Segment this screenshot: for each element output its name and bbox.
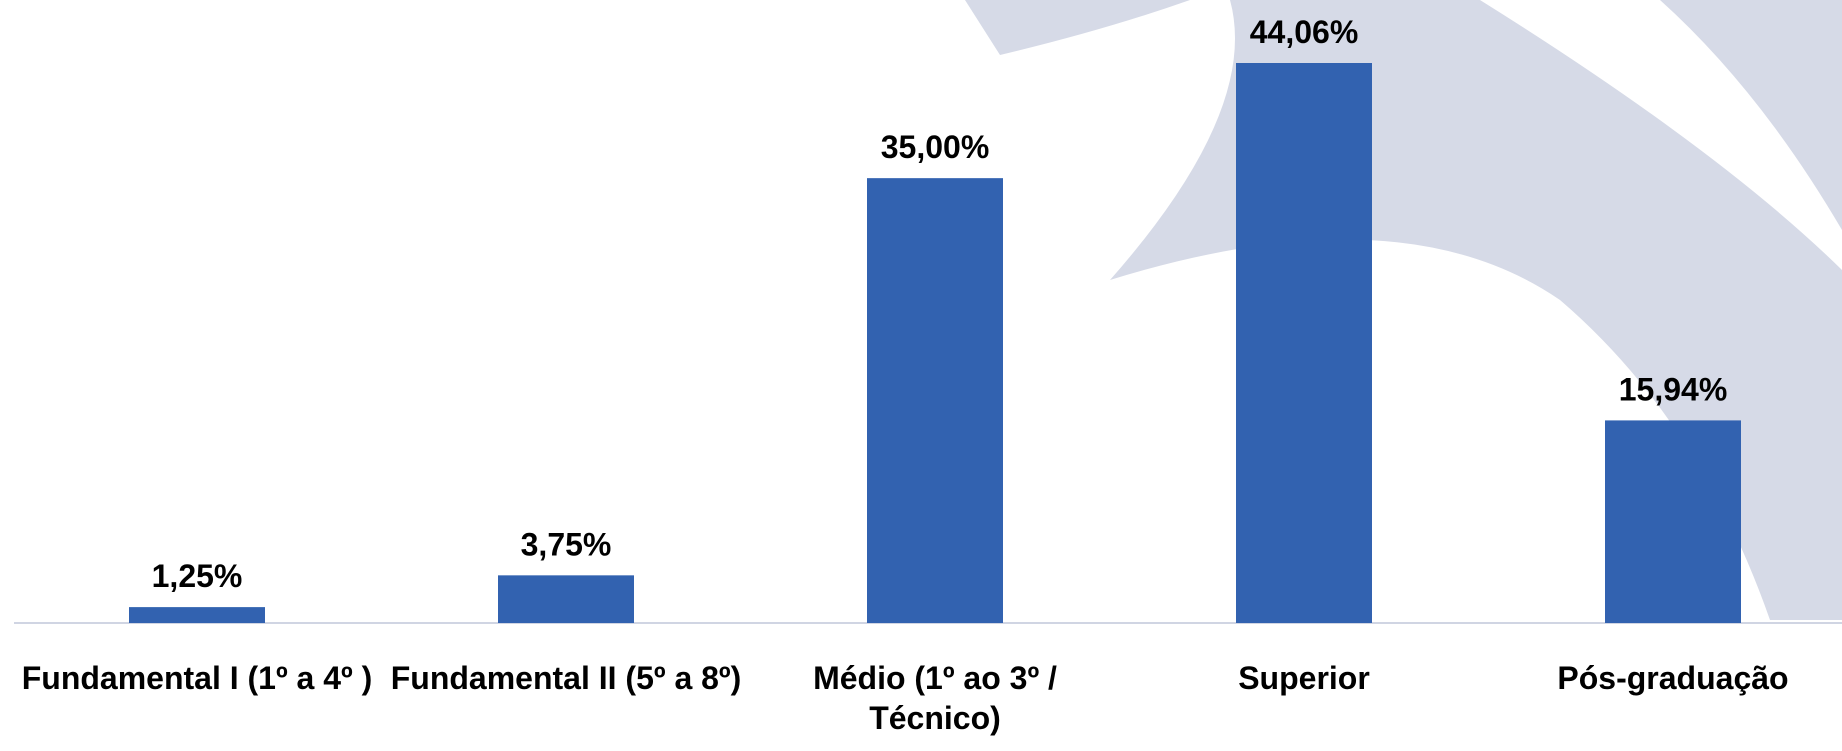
value-label: 35,00% <box>881 129 990 165</box>
value-label: 15,94% <box>1619 371 1728 407</box>
bar <box>498 575 634 623</box>
value-label: 3,75% <box>521 526 612 562</box>
x-tick-label: Médio (1º ao 3º / Técnico) <box>813 660 1057 736</box>
bar <box>867 178 1003 623</box>
bar <box>1605 420 1741 623</box>
x-tick-label: Fundamental II (5º a 8º) <box>390 660 742 696</box>
bar <box>1236 62 1372 624</box>
bar <box>129 607 265 623</box>
value-label: 44,06% <box>1250 14 1359 50</box>
value-label: 1,25% <box>152 558 243 594</box>
x-tick-label: Superior <box>1238 660 1370 696</box>
x-tick-label: Pós-graduação <box>1557 660 1789 696</box>
x-tick-label: Fundamental I (1º a 4º ) <box>21 660 373 696</box>
